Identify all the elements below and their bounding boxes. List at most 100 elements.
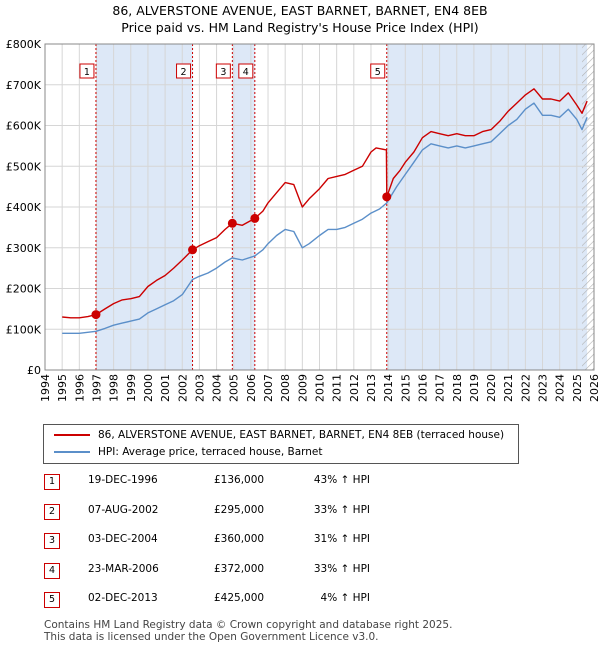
x-tick-label-2025: 2025 [571, 374, 584, 402]
sale-point-1 [91, 310, 101, 320]
sale-row-3: 3 03-DEC-2004 £360,000 31% ↑ HPI [0, 527, 600, 555]
y-tick-label-600000: £600K [6, 120, 42, 133]
sale-label-box-4 [238, 63, 254, 79]
sale-point-5 [382, 192, 392, 202]
x-tick-label-2017: 2017 [434, 374, 447, 402]
sale-row-badge: 3 [44, 533, 60, 549]
sale-row-hpi: 33% ↑ HPI [313, 503, 370, 516]
x-tick-label-2003: 2003 [193, 374, 206, 402]
price-chart: 1 2 3 4 5 1994 1995 1996 1997 1998 1999 2000 2001 20… [6, 38, 600, 402]
x-tick-label-2005: 2005 [228, 374, 241, 402]
series-group [62, 88, 588, 334]
sale-row-date: 02-DEC-2013 [88, 592, 158, 604]
sale-row-badge: 1 [44, 474, 60, 490]
sale-row-price: £360,000 [214, 533, 265, 545]
sale-row-badge: 5 [44, 592, 60, 608]
sale-row-hpi: 43% ↑ HPI [313, 474, 370, 486]
y-tick-label-200000: £200K [6, 283, 42, 296]
footer-line-1: Contains HM Land Registry data © Crown c… [44, 619, 453, 631]
x-tick-label-2004: 2004 [211, 374, 224, 402]
sale-row-hpi: 31% ↑ HPI [313, 533, 370, 545]
sale-row-date: 03-DEC-2004 [88, 533, 158, 545]
sale-row-hpi: 33% ↑ HPI [313, 562, 370, 575]
sale-label-box-2 [176, 63, 192, 79]
y-tick-label-500000: £500K [6, 160, 42, 173]
x-tick-label-2012: 2012 [348, 374, 361, 402]
plot-frame [44, 43, 595, 371]
sale-label-box-1 [79, 63, 95, 79]
sale-label-4: 4 [243, 67, 249, 78]
y-tick-label-400000: £400K [6, 201, 42, 214]
legend-swatch-property [54, 434, 90, 436]
x-tick-label-1999: 1999 [125, 374, 138, 402]
sale-label-group: 1 2 3 4 5 [79, 63, 386, 79]
sale-point-3 [227, 218, 237, 228]
sale-point-2 [188, 245, 198, 255]
x-tick-label-2014: 2014 [382, 374, 395, 402]
x-tick-label-2009: 2009 [296, 374, 309, 402]
y-tick-label-300000: £300K [6, 242, 42, 255]
x-tick-label-2007: 2007 [262, 374, 275, 402]
sale-row-price: £425,000 [214, 592, 265, 604]
sale-row-2: 2 07-AUG-2002 £295,000 33% ↑ HPI [0, 498, 600, 526]
sale-row-4: 4 23-MAR-2006 £372,000 33% ↑ HPI [0, 557, 600, 585]
sale-label-5: 5 [375, 67, 381, 78]
sale-point-group [91, 192, 392, 320]
x-tick-label-2006: 2006 [245, 374, 258, 402]
sale-row-badge: 2 [44, 503, 60, 520]
sale-row-hpi: 4% ↑ HPI [320, 592, 370, 604]
sale-label-3: 3 [220, 67, 226, 78]
y-tick-label-700000: £700K [6, 79, 42, 92]
chart-title-block: 86, ALVERSTONE AVENUE, EAST BARNET, BARN… [0, 2, 600, 36]
sale-row-price: £372,000 [214, 562, 265, 575]
chart-subtitle: Price paid vs. HM Land Registry's House … [121, 20, 479, 35]
x-tick-label-2024: 2024 [554, 374, 567, 402]
x-tick-label-1995: 1995 [56, 374, 69, 402]
legend-item-property: 86, ALVERSTONE AVENUE, EAST BARNET, BARN… [54, 427, 504, 443]
x-tick-label-2022: 2022 [519, 374, 532, 402]
sale-row-price: £295,000 [214, 503, 265, 516]
footer-line-2: This data is licensed under the Open Gov… [44, 631, 379, 643]
legend-label-property: 86, ALVERSTONE AVENUE, EAST BARNET, BARN… [98, 429, 505, 441]
legend-swatch-hpi [54, 451, 90, 453]
x-tick-label-1997: 1997 [90, 374, 103, 402]
sale-point-4 [250, 213, 260, 223]
x-tick-label-2010: 2010 [314, 374, 327, 402]
x-tick-label-1994: 1994 [39, 374, 52, 402]
y-tick-label-800000: £800K [6, 38, 42, 51]
x-tick-label-2016: 2016 [416, 374, 429, 402]
x-tick-label-2001: 2001 [159, 374, 172, 402]
x-tick-label-2026: 2026 [588, 374, 600, 402]
x-tick-label-2013: 2013 [365, 374, 378, 402]
sale-label-2: 2 [181, 67, 187, 78]
series-line-hpi [62, 102, 588, 334]
series-line-property [62, 88, 588, 319]
x-tick-label-2023: 2023 [537, 374, 550, 402]
sale-row-5: 5 02-DEC-2013 £425,000 4% ↑ HPI [0, 586, 600, 614]
x-tick-label-2011: 2011 [331, 374, 344, 402]
x-tick-label-2002: 2002 [176, 374, 189, 402]
sale-row-date: 23-MAR-2006 [88, 562, 159, 575]
sale-row-price: £136,000 [214, 474, 265, 486]
chart-title: 86, ALVERSTONE AVENUE, EAST BARNET, BARN… [112, 3, 488, 18]
x-tick-label-2000: 2000 [142, 374, 155, 402]
sale-row-badge: 4 [44, 562, 60, 579]
sale-label-box-5 [370, 63, 386, 79]
y-tick-label-100000: £100K [6, 323, 42, 336]
legend-label-hpi: HPI: Average price, terraced house, Barn… [98, 446, 323, 458]
sale-row-date: 19-DEC-1996 [88, 474, 158, 486]
x-tick-label-1996: 1996 [73, 374, 86, 402]
sale-label-box-3 [215, 63, 231, 79]
footer: Contains HM Land Registry data © Crown c… [44, 619, 452, 643]
x-tick-label-2018: 2018 [451, 374, 464, 402]
x-tick-label-2019: 2019 [468, 374, 481, 402]
sale-row-date: 07-AUG-2002 [88, 503, 159, 516]
axes-group: 1994 1995 1996 1997 1998 1999 2000 2001 2002 2003… [6, 38, 600, 402]
x-tick-label-1998: 1998 [108, 374, 121, 402]
sale-row-1: 1 19-DEC-1996 £136,000 43% ↑ HPI [0, 468, 600, 496]
x-tick-label-2008: 2008 [279, 374, 292, 402]
x-tick-label-2015: 2015 [399, 374, 412, 402]
y-tick-label-0: £0 [27, 364, 41, 377]
legend: 86, ALVERSTONE AVENUE, EAST BARNET, BARN… [43, 424, 519, 464]
x-tick-label-2021: 2021 [502, 374, 515, 402]
